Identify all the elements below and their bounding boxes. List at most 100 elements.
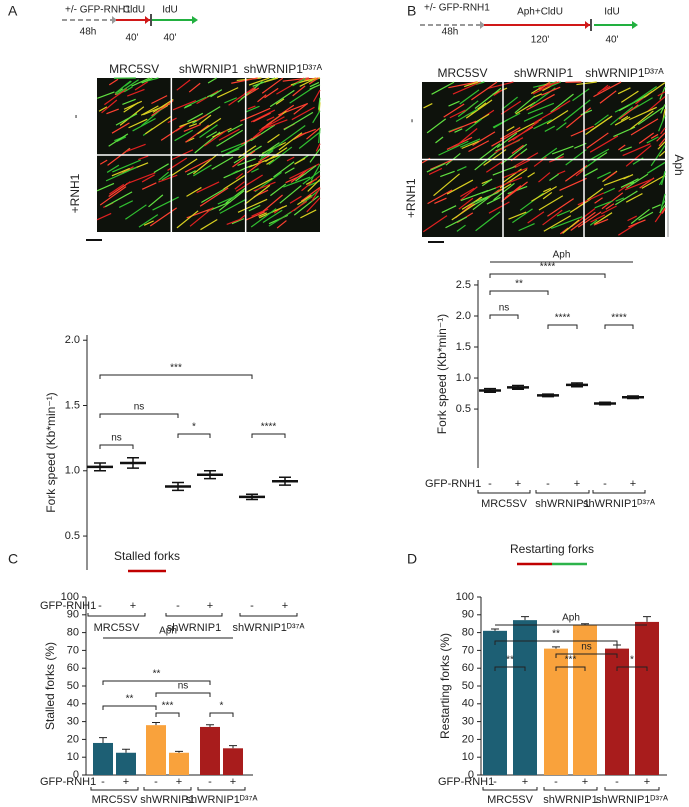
factor-label: GFP-RNH1 bbox=[425, 478, 481, 490]
y-tick-label: 1.0 bbox=[456, 372, 471, 384]
fiber bbox=[471, 81, 498, 101]
factor-label: GFP-RNH1 bbox=[40, 776, 96, 788]
y-tick-label: 30 bbox=[67, 716, 79, 728]
scheme-label: 40' bbox=[125, 33, 138, 44]
fiber bbox=[123, 100, 143, 110]
fiber bbox=[541, 86, 561, 96]
significance-label: Aph bbox=[159, 626, 177, 637]
fiber bbox=[593, 218, 609, 226]
fiber bbox=[520, 148, 528, 155]
fiber bbox=[298, 128, 316, 137]
fiber bbox=[279, 185, 302, 204]
fiber bbox=[428, 167, 443, 175]
fiber bbox=[258, 154, 271, 163]
fiber bbox=[223, 174, 246, 190]
fiber bbox=[248, 204, 261, 212]
significance-label: *** bbox=[170, 363, 182, 374]
x-tick-label: - bbox=[98, 600, 102, 612]
x-tick-label: - bbox=[488, 478, 492, 490]
fiber bbox=[494, 137, 524, 154]
y-tick-label: 2.0 bbox=[65, 334, 80, 346]
y-tick-label: 70 bbox=[67, 644, 79, 656]
y-tick-label: 20 bbox=[67, 733, 79, 745]
significance-label: ** bbox=[153, 669, 161, 680]
fiber bbox=[115, 80, 132, 94]
fiber bbox=[565, 149, 587, 166]
fiber bbox=[158, 171, 169, 181]
fiber bbox=[148, 194, 164, 208]
scheme-label: CldU bbox=[123, 5, 145, 16]
fiber bbox=[248, 77, 270, 86]
y-axis-label: Stalled forks (%) bbox=[43, 642, 57, 730]
x-tick-label: - bbox=[546, 478, 550, 490]
fiber bbox=[614, 190, 638, 206]
fiber bbox=[433, 173, 460, 197]
fiber bbox=[557, 170, 566, 175]
x-tick-label: + bbox=[644, 776, 650, 788]
fiber bbox=[460, 187, 475, 198]
fiber bbox=[440, 170, 455, 178]
fiber bbox=[546, 110, 569, 125]
image-column-label: shWRNIP1 bbox=[514, 66, 574, 80]
fiber bbox=[580, 109, 593, 116]
fiber bbox=[237, 158, 256, 166]
significance-bracket bbox=[102, 705, 157, 710]
significance-bracket bbox=[555, 653, 618, 658]
fiber bbox=[244, 184, 271, 205]
fiber bbox=[629, 106, 657, 121]
fiber bbox=[187, 112, 204, 123]
fiber bbox=[658, 138, 666, 147]
significance-bracket bbox=[489, 273, 606, 278]
error-bar bbox=[99, 737, 107, 743]
fiber bbox=[297, 194, 312, 206]
fiber bbox=[626, 173, 649, 189]
scheme-label: 48h bbox=[442, 27, 459, 38]
fiber bbox=[576, 81, 597, 86]
scheme-arrowhead bbox=[632, 21, 638, 29]
image-row-label: - bbox=[404, 119, 418, 123]
fiber bbox=[454, 128, 463, 133]
panel-letter: C bbox=[8, 551, 18, 567]
significance-bracket bbox=[209, 712, 234, 717]
fiber bbox=[587, 187, 604, 201]
x-tick-label: + bbox=[574, 478, 580, 490]
y-tick-label: 2.0 bbox=[456, 310, 471, 322]
y-axis-label: Fork speed (Kb*min⁻¹) bbox=[435, 314, 449, 434]
fiber bbox=[605, 171, 617, 181]
fiber bbox=[207, 77, 217, 84]
group-label: shWRNIP1ᴰ³⁷ᴬ bbox=[233, 622, 305, 634]
scheme-arrowhead bbox=[145, 16, 150, 24]
fiber bbox=[207, 92, 217, 98]
fiber bbox=[273, 161, 295, 178]
image-column-label: shWRNIP1ᴰ³⁷ᴬ bbox=[585, 66, 664, 80]
fiber bbox=[461, 140, 479, 150]
bar bbox=[573, 625, 597, 775]
fiber bbox=[183, 104, 192, 109]
fiber bbox=[292, 77, 306, 87]
fiber bbox=[262, 209, 283, 224]
fiber bbox=[603, 187, 615, 194]
fiber bbox=[216, 87, 239, 98]
fiber bbox=[566, 107, 592, 129]
fiber bbox=[199, 124, 218, 138]
fiber bbox=[544, 125, 555, 132]
y-tick-label: 100 bbox=[61, 591, 79, 603]
fiber bbox=[659, 204, 666, 214]
fiber bbox=[514, 159, 531, 169]
fiber bbox=[145, 116, 172, 135]
y-tick-label: 40 bbox=[462, 698, 474, 710]
fiber bbox=[504, 185, 522, 199]
fiber bbox=[189, 207, 214, 227]
fiber bbox=[492, 112, 521, 128]
fiber bbox=[293, 195, 319, 216]
x-tick-label: + bbox=[582, 776, 588, 788]
image-row-label: - bbox=[68, 115, 82, 119]
significance-label: Aph bbox=[553, 250, 571, 261]
fiber bbox=[593, 81, 622, 98]
y-tick-label: 90 bbox=[462, 609, 474, 621]
fiber bbox=[283, 176, 311, 188]
fiber bbox=[500, 143, 528, 165]
y-tick-label: 80 bbox=[67, 627, 79, 639]
fiber bbox=[140, 105, 159, 116]
group-bracket bbox=[604, 787, 660, 791]
